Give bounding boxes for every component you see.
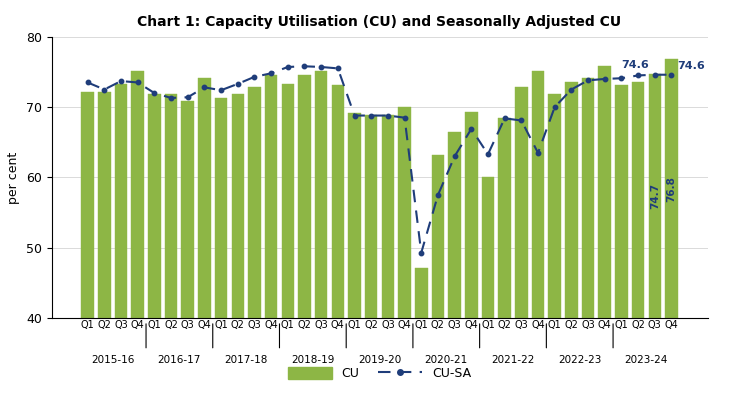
Bar bbox=[398, 107, 411, 408]
Bar bbox=[349, 113, 361, 408]
Text: 2023-24: 2023-24 bbox=[625, 355, 668, 365]
Bar bbox=[115, 84, 128, 408]
Bar bbox=[131, 71, 144, 408]
Text: 2015-16: 2015-16 bbox=[91, 355, 134, 365]
Bar bbox=[598, 66, 611, 408]
Bar bbox=[81, 92, 94, 408]
Text: 2019-20: 2019-20 bbox=[358, 355, 401, 365]
Text: 2017-18: 2017-18 bbox=[225, 355, 268, 365]
Bar bbox=[581, 78, 594, 408]
Bar bbox=[165, 94, 178, 408]
Bar bbox=[632, 82, 644, 408]
Bar bbox=[615, 84, 628, 408]
Bar bbox=[649, 74, 661, 408]
Bar bbox=[382, 115, 394, 408]
Bar bbox=[548, 94, 561, 408]
Title: Chart 1: Capacity Utilisation (CU) and Seasonally Adjusted CU: Chart 1: Capacity Utilisation (CU) and S… bbox=[138, 15, 621, 29]
Text: 2016-17: 2016-17 bbox=[158, 355, 201, 365]
Bar bbox=[98, 92, 111, 408]
Bar bbox=[181, 102, 194, 408]
Text: 2021-22: 2021-22 bbox=[492, 355, 534, 365]
Text: 74.7: 74.7 bbox=[650, 183, 660, 209]
Bar bbox=[315, 71, 327, 408]
Bar bbox=[498, 118, 511, 408]
Bar bbox=[282, 84, 294, 408]
Bar bbox=[365, 115, 377, 408]
Bar bbox=[532, 71, 544, 408]
Text: 2020-21: 2020-21 bbox=[425, 355, 468, 365]
Bar bbox=[666, 59, 678, 408]
Bar bbox=[432, 155, 444, 408]
Bar bbox=[248, 86, 261, 408]
Y-axis label: per cent: per cent bbox=[7, 151, 21, 204]
Text: 76.8: 76.8 bbox=[666, 176, 677, 202]
Bar bbox=[565, 82, 578, 408]
Bar bbox=[231, 94, 244, 408]
Bar bbox=[465, 112, 478, 408]
Legend: CU, CU-SA: CU, CU-SA bbox=[283, 361, 476, 385]
Bar bbox=[515, 86, 528, 408]
Bar bbox=[265, 75, 277, 408]
Bar bbox=[415, 268, 427, 408]
Bar bbox=[298, 75, 311, 408]
Text: 74.6: 74.6 bbox=[621, 60, 649, 70]
Bar bbox=[198, 78, 211, 408]
Bar bbox=[448, 132, 461, 408]
Bar bbox=[482, 177, 495, 408]
Text: 74.6: 74.6 bbox=[677, 61, 705, 71]
Text: 2018-19: 2018-19 bbox=[291, 355, 335, 365]
Bar bbox=[332, 84, 344, 408]
Bar bbox=[148, 94, 161, 408]
Text: 2022-23: 2022-23 bbox=[558, 355, 601, 365]
Bar bbox=[215, 98, 227, 408]
